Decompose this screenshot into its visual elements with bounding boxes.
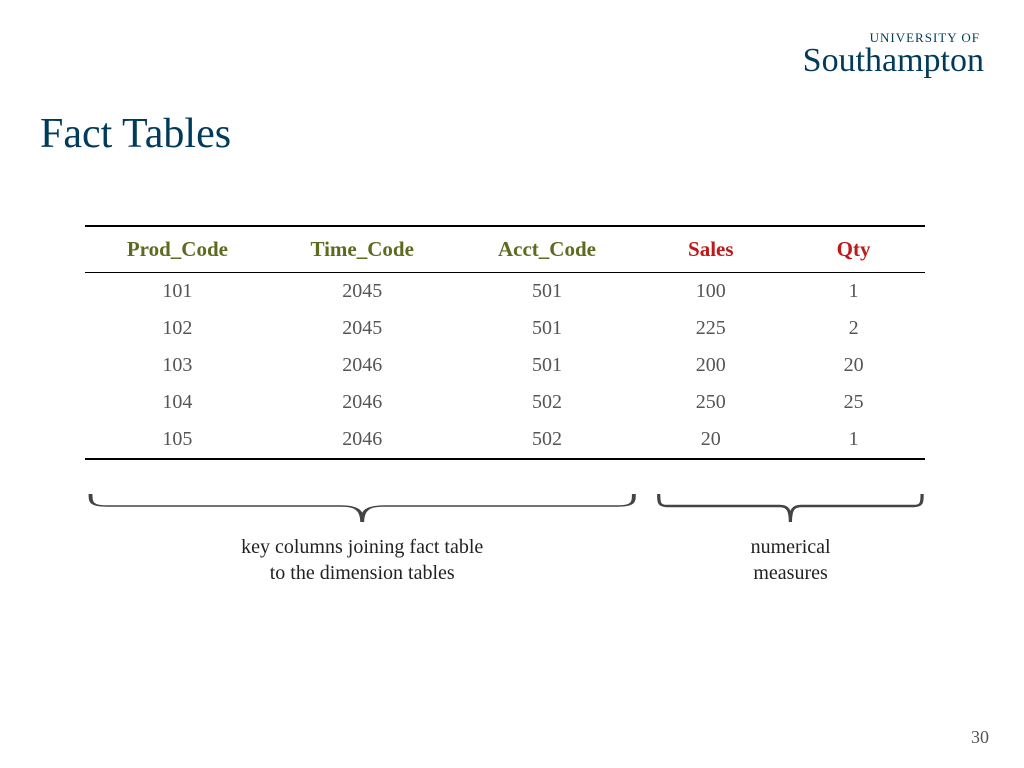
annotation-right-line2: measures (753, 562, 827, 584)
col-header-acct: Acct_Code (455, 226, 640, 273)
table-row: 101 2045 501 100 1 (85, 273, 925, 311)
table-row: 102 2045 501 225 2 (85, 310, 925, 347)
cell: 2046 (270, 421, 455, 459)
col-header-prod: Prod_Code (85, 226, 270, 273)
annotation-right-line1: numerical (751, 536, 831, 558)
col-header-time: Time_Code (270, 226, 455, 273)
fact-table: Prod_Code Time_Code Acct_Code Sales Qty … (85, 225, 925, 460)
cell: 2045 (270, 273, 455, 311)
cell: 100 (639, 273, 782, 311)
cell: 1 (782, 273, 925, 311)
table-row: 104 2046 502 250 25 (85, 384, 925, 421)
cell: 2046 (270, 347, 455, 384)
cell: 104 (85, 384, 270, 421)
cell: 1 (782, 421, 925, 459)
brace-left-icon (85, 490, 639, 530)
table-row: 103 2046 501 200 20 (85, 347, 925, 384)
brace-right-icon (656, 490, 925, 530)
cell: 25 (782, 384, 925, 421)
cell: 103 (85, 347, 270, 384)
cell: 501 (455, 273, 640, 311)
cell: 225 (639, 310, 782, 347)
annotation-region: key columns joining fact table to the di… (85, 490, 925, 586)
cell: 102 (85, 310, 270, 347)
cell: 502 (455, 421, 640, 459)
cell: 2 (782, 310, 925, 347)
cell: 501 (455, 347, 640, 384)
cell: 105 (85, 421, 270, 459)
annotation-left: key columns joining fact table to the di… (85, 534, 639, 586)
page-number: 30 (971, 727, 989, 748)
annotation-left-line1: key columns joining fact table (241, 536, 483, 558)
cell: 20 (782, 347, 925, 384)
university-logo: UNIVERSITY OF Southampton (803, 30, 984, 80)
cell: 20 (639, 421, 782, 459)
table-row: 105 2046 502 20 1 (85, 421, 925, 459)
slide-title: Fact Tables (40, 110, 231, 158)
cell: 501 (455, 310, 640, 347)
cell: 101 (85, 273, 270, 311)
cell: 502 (455, 384, 640, 421)
cell: 2046 (270, 384, 455, 421)
col-header-qty: Qty (782, 226, 925, 273)
table-header-row: Prod_Code Time_Code Acct_Code Sales Qty (85, 226, 925, 273)
annotation-left-line2: to the dimension tables (270, 562, 455, 584)
logo-main-text: Southampton (803, 42, 984, 80)
cell: 2045 (270, 310, 455, 347)
col-header-sales: Sales (639, 226, 782, 273)
cell: 250 (639, 384, 782, 421)
annotation-right: numerical measures (656, 534, 925, 586)
cell: 200 (639, 347, 782, 384)
